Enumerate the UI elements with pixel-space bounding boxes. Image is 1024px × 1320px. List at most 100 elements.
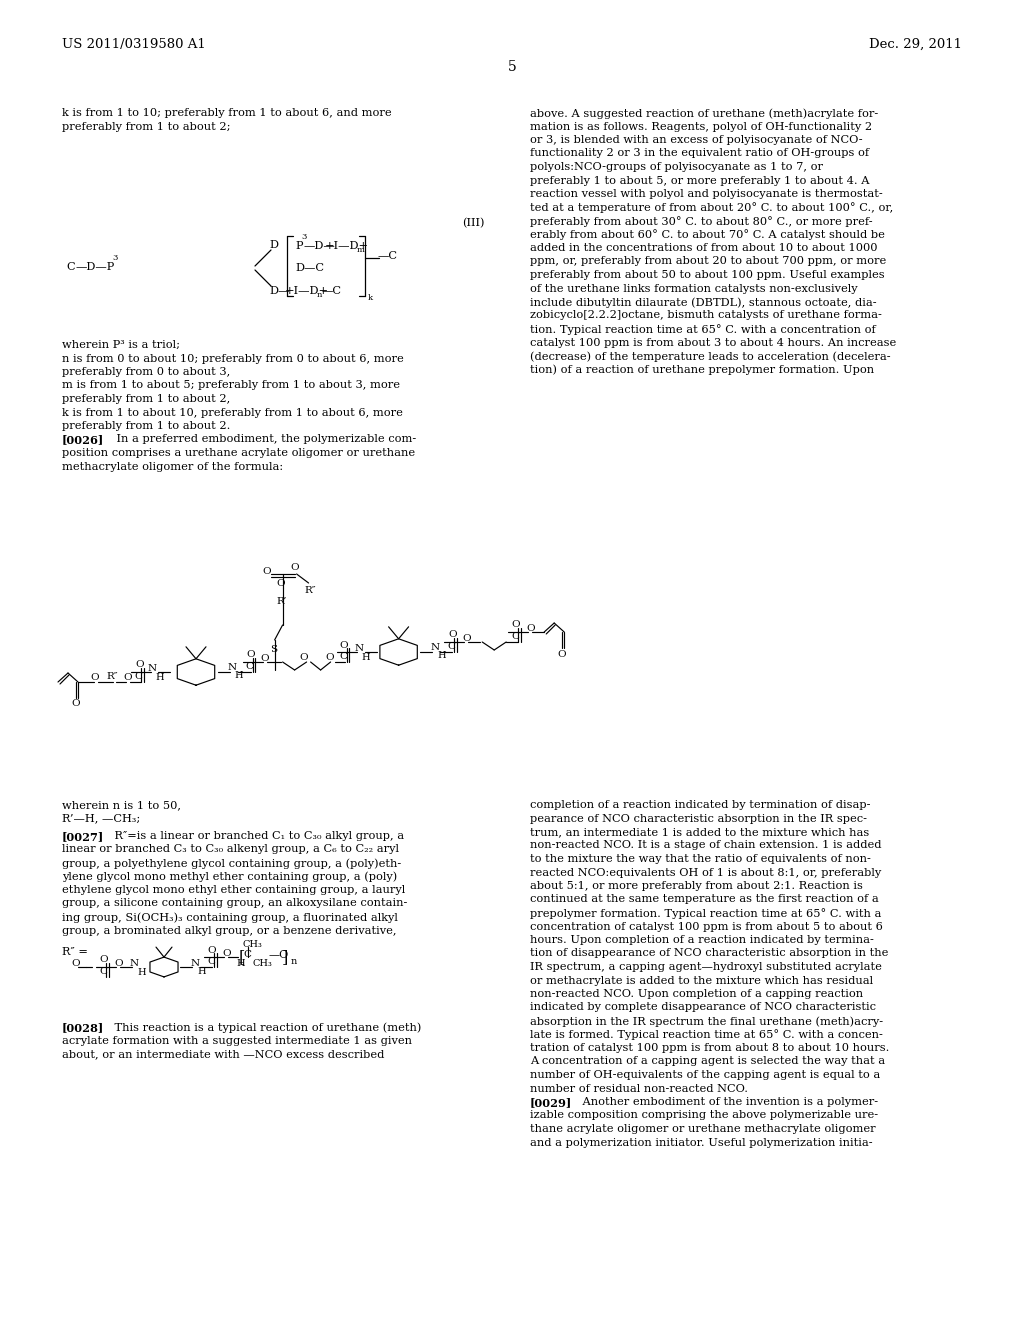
Text: preferably from 1 to about 2.: preferably from 1 to about 2.: [62, 421, 230, 432]
Text: —O: —O: [268, 950, 289, 960]
Text: O: O: [340, 642, 348, 649]
Text: H: H: [234, 671, 244, 680]
Text: O: O: [260, 653, 269, 663]
Text: O: O: [326, 653, 334, 663]
Text: n is from 0 to about 10; preferably from 0 to about 6, more: n is from 0 to about 10; preferably from…: [62, 354, 403, 363]
Text: catalyst 100 ppm is from about 3 to about 4 hours. An increase: catalyst 100 ppm is from about 3 to abou…: [530, 338, 896, 347]
Text: tion of disappearance of NCO characteristic absorption in the: tion of disappearance of NCO characteris…: [530, 949, 889, 958]
Text: [: [: [239, 949, 245, 966]
Text: H: H: [198, 968, 206, 975]
Text: group, a polyethylene glycol containing group, a (poly)eth-: group, a polyethylene glycol containing …: [62, 858, 401, 869]
Text: N: N: [148, 664, 157, 673]
Text: preferably from 1 to about 2,: preferably from 1 to about 2,: [62, 393, 230, 404]
Text: +I—D+: +I—D+: [325, 242, 369, 251]
Text: preferably from about 30° C. to about 80° C., or more pref-: preferably from about 30° C. to about 80…: [530, 216, 872, 227]
Text: reacted NCO:equivalents OH of 1 is about 8:1, or, preferably: reacted NCO:equivalents OH of 1 is about…: [530, 867, 882, 878]
Text: O: O: [123, 673, 132, 682]
Text: or 3, is blended with an excess of polyisocyanate of NCO-: or 3, is blended with an excess of polyi…: [530, 135, 862, 145]
Text: preferably 1 to about 5, or more preferably 1 to about 4. A: preferably 1 to about 5, or more prefera…: [530, 176, 869, 186]
Text: A concentration of a capping agent is selected the way that a: A concentration of a capping agent is se…: [530, 1056, 885, 1067]
Text: O: O: [114, 960, 123, 968]
Text: above. A suggested reaction of urethane (meth)acrylate for-: above. A suggested reaction of urethane …: [530, 108, 879, 119]
Text: [0029]: [0029]: [530, 1097, 572, 1107]
Text: 5: 5: [508, 59, 516, 74]
Text: O: O: [526, 624, 535, 634]
Text: [0028]: [0028]: [62, 1022, 104, 1034]
Text: pearance of NCO characteristic absorption in the IR spec-: pearance of NCO characteristic absorptio…: [530, 813, 867, 824]
Text: D: D: [269, 240, 278, 249]
Text: CH₃: CH₃: [243, 940, 262, 949]
Text: S: S: [270, 645, 278, 653]
Text: H: H: [137, 968, 145, 977]
Text: trum, an intermediate 1 is added to the mixture which has: trum, an intermediate 1 is added to the …: [530, 828, 869, 837]
Text: C: C: [99, 968, 106, 975]
Text: n: n: [317, 290, 323, 300]
Text: R″=is a linear or branched C₁ to C₃₀ alkyl group, a: R″=is a linear or branched C₁ to C₃₀ alk…: [100, 832, 404, 841]
Text: US 2011/0319580 A1: US 2011/0319580 A1: [62, 38, 206, 51]
Text: k is from 1 to about 10, preferably from 1 to about 6, more: k is from 1 to about 10, preferably from…: [62, 408, 402, 417]
Text: —D—P: —D—P: [76, 261, 116, 272]
Text: N: N: [190, 960, 200, 968]
Text: late is formed. Typical reaction time at 65° C. with a concen-: late is formed. Typical reaction time at…: [530, 1030, 883, 1040]
Text: O: O: [291, 564, 299, 572]
Text: (decrease) of the temperature leads to acceleration (decelera-: (decrease) of the temperature leads to a…: [530, 351, 891, 362]
Text: ted at a temperature of from about 20° C. to about 100° C., or,: ted at a temperature of from about 20° C…: [530, 202, 893, 214]
Text: concentration of catalyst 100 ppm is from about 5 to about 6: concentration of catalyst 100 ppm is fro…: [530, 921, 883, 932]
Text: C: C: [244, 950, 251, 960]
Text: ylene glycol mono methyl ether containing group, a (poly): ylene glycol mono methyl ether containin…: [62, 871, 397, 882]
Text: [0027]: [0027]: [62, 832, 104, 842]
Text: number of OH-equivalents of the capping agent is equal to a: number of OH-equivalents of the capping …: [530, 1071, 881, 1080]
Text: O: O: [71, 960, 80, 968]
Text: erably from about 60° C. to about 70° C. A catalyst should be: erably from about 60° C. to about 70° C.…: [530, 230, 885, 240]
Text: prepolymer formation. Typical reaction time at 65° C. with a: prepolymer formation. Typical reaction t…: [530, 908, 882, 919]
Text: O: O: [300, 653, 308, 663]
Text: O: O: [71, 700, 80, 708]
Text: C: C: [447, 642, 456, 651]
Text: D—: D—: [269, 286, 290, 296]
Text: 3: 3: [301, 234, 306, 242]
Text: P: P: [295, 242, 302, 251]
Text: H: H: [155, 673, 164, 682]
Text: about 5:1, or more preferably from about 2:1. Reaction is: about 5:1, or more preferably from about…: [530, 880, 863, 891]
Text: +I—D+: +I—D+: [285, 286, 329, 296]
Text: —C: —C: [321, 286, 341, 296]
Text: m: m: [357, 246, 365, 253]
Text: non-reacted NCO. It is a stage of chain extension. 1 is added: non-reacted NCO. It is a stage of chain …: [530, 841, 882, 850]
Text: added in the concentrations of from about 10 to about 1000: added in the concentrations of from abou…: [530, 243, 878, 253]
Text: 3: 3: [112, 253, 118, 261]
Text: C: C: [134, 672, 142, 681]
Text: C: C: [246, 663, 254, 671]
Text: methacrylate oligomer of the formula:: methacrylate oligomer of the formula:: [62, 462, 283, 471]
Text: functionality 2 or 3 in the equivalent ratio of OH-groups of: functionality 2 or 3 in the equivalent r…: [530, 149, 869, 158]
Text: reaction vessel with polyol and polyisocyanate is thermostat-: reaction vessel with polyol and polyisoc…: [530, 189, 883, 199]
Text: H: H: [361, 653, 371, 663]
Text: O: O: [247, 649, 255, 659]
Text: R’—H, —CH₃;: R’—H, —CH₃;: [62, 813, 140, 824]
Text: include dibutyltin dilaurate (DBTDL), stannous octoate, dia-: include dibutyltin dilaurate (DBTDL), st…: [530, 297, 877, 308]
Text: O: O: [557, 649, 566, 659]
Text: n: n: [290, 957, 297, 966]
Text: indicated by complete disappearance of NCO characteristic: indicated by complete disappearance of N…: [530, 1002, 876, 1012]
Text: N: N: [130, 960, 139, 968]
Text: O: O: [135, 660, 143, 669]
Text: D—C: D—C: [295, 263, 324, 273]
Text: polyols:NCO-groups of polyisocyanate as 1 to 7, or: polyols:NCO-groups of polyisocyanate as …: [530, 162, 823, 172]
Text: or methacrylate is added to the mixture which has residual: or methacrylate is added to the mixture …: [530, 975, 873, 986]
Text: m is from 1 to about 5; preferably from 1 to about 3, more: m is from 1 to about 5; preferably from …: [62, 380, 400, 391]
Text: R’: R’: [276, 597, 287, 606]
Text: H: H: [437, 651, 445, 660]
Text: In a preferred embodiment, the polymerizable com-: In a preferred embodiment, the polymeriz…: [102, 434, 416, 445]
Text: ]: ]: [283, 949, 289, 966]
Text: mation is as follows. Reagents, polyol of OH-functionality 2: mation is as follows. Reagents, polyol o…: [530, 121, 872, 132]
Text: C: C: [511, 632, 519, 642]
Text: wherein P³ is a triol;: wherein P³ is a triol;: [62, 341, 180, 350]
Text: about, or an intermediate with —NCO excess described: about, or an intermediate with —NCO exce…: [62, 1049, 384, 1059]
Text: H: H: [237, 960, 245, 968]
Text: R″ =: R″ =: [62, 946, 88, 957]
Text: wherein n is 1 to 50,: wherein n is 1 to 50,: [62, 800, 181, 810]
Text: hours. Upon completion of a reaction indicated by termina-: hours. Upon completion of a reaction ind…: [530, 935, 873, 945]
Text: [0026]: [0026]: [62, 434, 104, 446]
Text: zobicyclo[2.2.2]octane, bismuth catalysts of urethane forma-: zobicyclo[2.2.2]octane, bismuth catalyst…: [530, 310, 882, 321]
Text: O: O: [276, 579, 286, 587]
Text: O: O: [99, 954, 108, 964]
